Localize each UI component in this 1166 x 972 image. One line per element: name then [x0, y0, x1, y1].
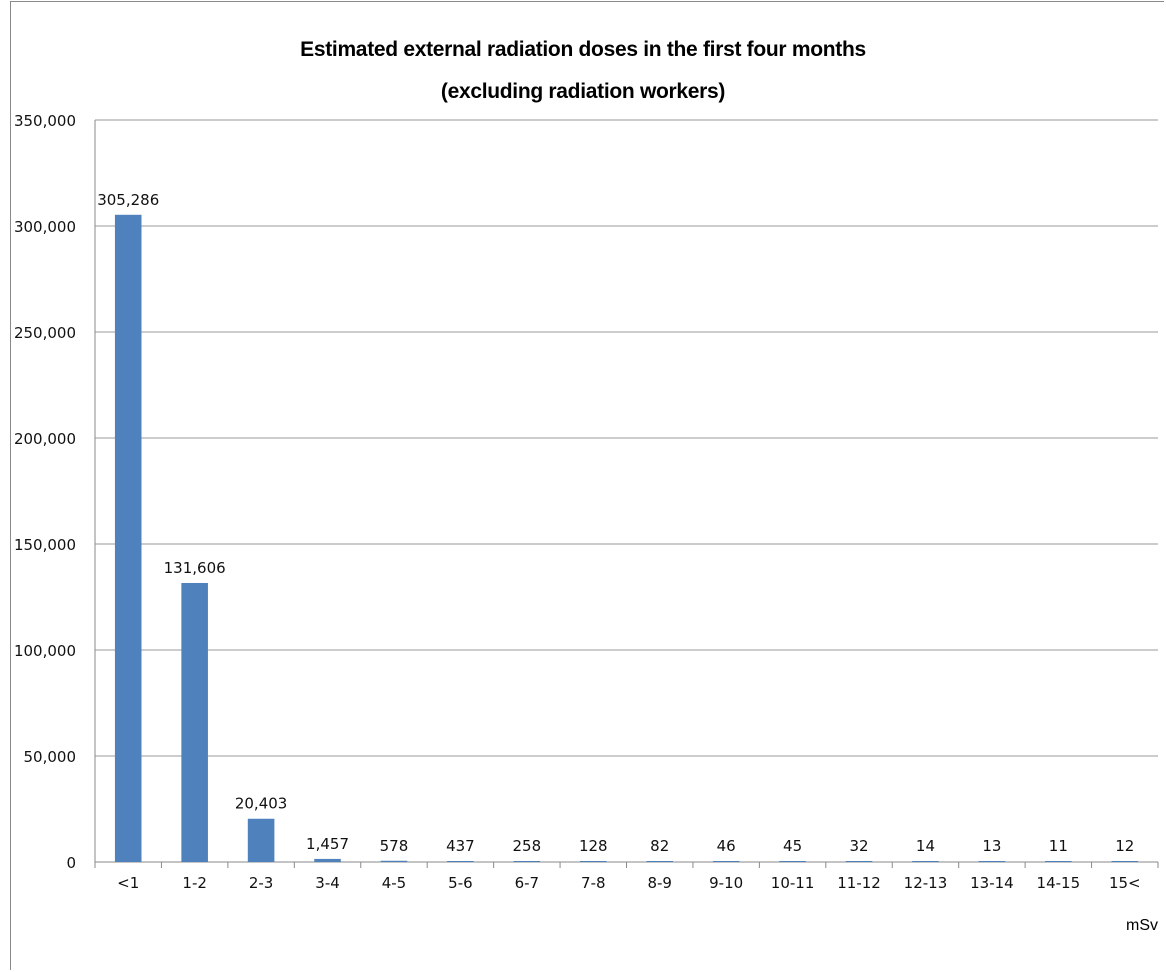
- bar: [181, 582, 208, 862]
- x-tick-label: 5-6: [448, 874, 473, 892]
- data-label: 14: [916, 837, 935, 855]
- data-label: 11: [1049, 837, 1068, 855]
- x-tick-label: 14-15: [1037, 874, 1081, 892]
- y-tick-label: 100,000: [14, 642, 76, 660]
- bar: [845, 861, 873, 862]
- x-tick-label: 12-13: [904, 874, 948, 892]
- y-tick-label: 150,000: [14, 536, 76, 554]
- bar: [1111, 861, 1139, 862]
- data-label: 82: [650, 837, 669, 855]
- data-label: 12: [1115, 837, 1134, 855]
- data-label: 32: [849, 837, 868, 855]
- bar: [646, 861, 674, 862]
- x-tick-label: 10-11: [771, 874, 815, 892]
- x-tick-label: 6-7: [515, 874, 540, 892]
- chart-frame: [10, 1, 1164, 970]
- data-label: 46: [717, 837, 736, 855]
- x-tick-label: 11-12: [837, 874, 881, 892]
- x-tick-label: 2-3: [249, 874, 274, 892]
- y-tick-label: 250,000: [14, 324, 76, 342]
- y-tick-label: 0: [66, 854, 76, 872]
- bar: [712, 861, 740, 862]
- x-tick-label: <1: [117, 874, 139, 892]
- bar: [1045, 861, 1072, 862]
- bar: [380, 860, 408, 862]
- x-tick-label: 1-2: [182, 874, 207, 892]
- x-tick-label: 15<: [1109, 874, 1141, 892]
- bar: [978, 861, 1006, 862]
- data-label: 578: [380, 837, 409, 855]
- y-tick-label: 50,000: [24, 748, 77, 766]
- x-tick-label: 7-8: [581, 874, 606, 892]
- bar: [912, 861, 939, 862]
- x-tick-label: 3-4: [315, 874, 340, 892]
- y-tick-label: 350,000: [14, 112, 76, 130]
- y-tick-label: 200,000: [14, 430, 76, 448]
- chart-title: Estimated external radiation doses in th…: [300, 38, 866, 61]
- bar: [579, 861, 607, 862]
- data-label: 20,403: [235, 795, 288, 813]
- bar: [513, 861, 541, 862]
- x-tick-label: 8-9: [647, 874, 672, 892]
- data-label: 1,457: [306, 835, 349, 853]
- bar: [247, 818, 275, 862]
- data-label: 128: [579, 837, 608, 855]
- data-label: 45: [783, 837, 802, 855]
- data-label: 13: [982, 837, 1001, 855]
- x-tick-label: 4-5: [382, 874, 407, 892]
- bar: [114, 214, 142, 862]
- x-tick-label: 13-14: [970, 874, 1014, 892]
- bar: [314, 858, 341, 862]
- data-label: 131,606: [164, 559, 226, 577]
- x-axis-unit-label: mSv: [1126, 917, 1158, 934]
- bar: [447, 861, 474, 862]
- data-label: 258: [513, 837, 542, 855]
- bar: [779, 861, 806, 862]
- x-tick-label: 9-10: [709, 874, 743, 892]
- y-tick-label: 300,000: [14, 218, 76, 236]
- data-label: 437: [446, 837, 475, 855]
- chart-subtitle: (excluding radiation workers): [440, 80, 726, 103]
- data-label: 305,286: [97, 191, 159, 209]
